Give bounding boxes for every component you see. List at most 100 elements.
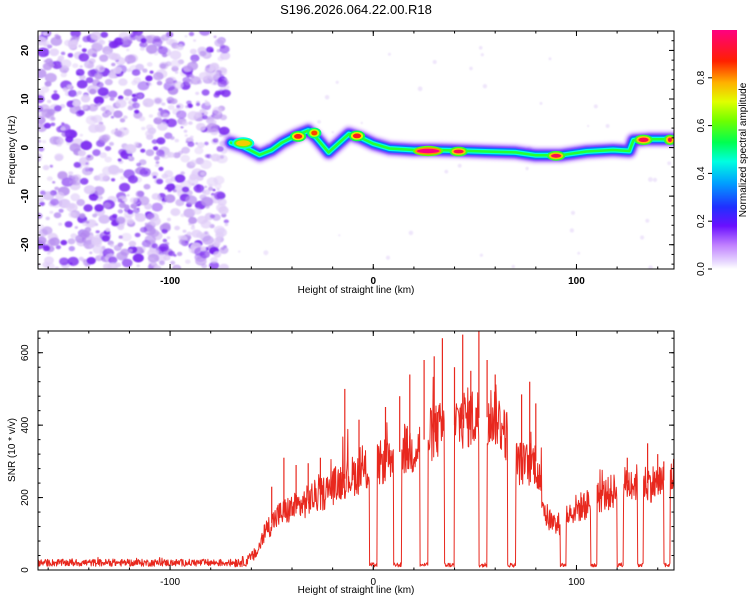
- noise-blob: [132, 253, 144, 263]
- noise-blob: [110, 115, 115, 119]
- noise-blob: [83, 185, 96, 195]
- noise-blob: [195, 122, 206, 131]
- noise-blob: [166, 183, 176, 191]
- snr-x-label: Height of straight line (km): [298, 585, 415, 596]
- noise-blobs: [38, 31, 671, 269]
- snr-marks: [38, 331, 674, 568]
- ridge-bands: [222, 120, 674, 174]
- noise-blob: [183, 208, 196, 218]
- noise-blob: [47, 108, 56, 116]
- noise-blob: [479, 253, 483, 257]
- noise-blob: [38, 143, 41, 147]
- noise-blob: [209, 214, 215, 219]
- noise-blob: [115, 128, 119, 131]
- colorbar: 0.0 0.2 0.4 0.6 0.8 Normalized spectral ampl…: [696, 30, 749, 276]
- noise-blob: [74, 226, 79, 229]
- noise-blob: [221, 247, 225, 251]
- noise-blob: [213, 35, 217, 39]
- noise-blob: [117, 95, 124, 100]
- noise-blob: [38, 68, 47, 79]
- noise-blob: [76, 199, 85, 206]
- noise-blob: [56, 138, 65, 145]
- noise-blob: [587, 124, 590, 128]
- noise-blob: [79, 133, 84, 137]
- noise-blob: [94, 204, 104, 212]
- noise-blob: [189, 135, 194, 139]
- noise-blob: [134, 212, 140, 217]
- y-tick-label: 400: [20, 416, 31, 433]
- noise-blob: [417, 86, 423, 92]
- noise-blob: [331, 131, 334, 134]
- noise-blob: [150, 217, 161, 226]
- noise-blob: [218, 126, 230, 136]
- noise-blob: [263, 250, 269, 256]
- noise-blob: [165, 118, 177, 128]
- noise-blob: [539, 101, 543, 105]
- noise-blob: [104, 78, 113, 86]
- noise-blob: [161, 154, 165, 158]
- noise-blob: [185, 259, 191, 264]
- noise-blob: [153, 72, 164, 81]
- noise-blob: [99, 66, 104, 71]
- noise-blob: [169, 136, 175, 140]
- ridge-peak: [453, 149, 464, 154]
- x-tick-label: -100: [160, 276, 180, 287]
- noise-blob: [123, 89, 133, 97]
- noise-blob: [108, 256, 118, 264]
- noise-blob: [324, 95, 330, 100]
- noise-blob: [68, 211, 77, 218]
- noise-blob: [98, 135, 110, 144]
- snr-axes: -100 0 100 0 200 400 600: [20, 331, 674, 588]
- noise-blob: [60, 239, 68, 246]
- noise-blob: [38, 155, 42, 161]
- noise-blob: [173, 152, 181, 159]
- noise-blob: [204, 141, 209, 146]
- noise-blob: [648, 265, 653, 269]
- noise-blob: [67, 41, 78, 49]
- noise-blob: [181, 186, 190, 193]
- noise-blob: [216, 188, 220, 191]
- noise-blob: [72, 63, 79, 69]
- noise-blob: [157, 122, 168, 131]
- noise-blob: [92, 114, 103, 124]
- noise-blob: [38, 47, 50, 58]
- noise-blob: [137, 93, 143, 99]
- noise-blob: [335, 80, 339, 84]
- noise-blob: [188, 216, 198, 225]
- noise-blob: [127, 175, 139, 184]
- noise-blob: [81, 48, 87, 53]
- noise-blob: [111, 178, 116, 182]
- noise-blob: [139, 41, 148, 48]
- noise-blob: [206, 177, 218, 187]
- noise-blob: [42, 191, 55, 201]
- noise-blob: [87, 48, 98, 57]
- noise-blob: [174, 138, 180, 143]
- noise-blob: [40, 86, 50, 93]
- noise-blob: [176, 104, 181, 109]
- noise-blob: [121, 36, 133, 45]
- noise-blob: [100, 106, 107, 112]
- ridge-band: [229, 129, 674, 157]
- noise-blob: [170, 260, 176, 265]
- noise-blob: [218, 134, 223, 137]
- noise-blob: [49, 164, 53, 168]
- colorbar-tick-label: 0.0: [696, 262, 707, 276]
- noise-blob: [52, 181, 56, 184]
- noise-blob: [78, 53, 90, 62]
- noise-blob: [109, 141, 114, 146]
- noise-blob: [104, 146, 112, 151]
- noise-blob: [213, 251, 222, 258]
- noise-blob: [60, 59, 72, 68]
- noise-blob: [159, 63, 167, 69]
- noise-blob: [108, 90, 118, 98]
- noise-blob: [90, 116, 96, 121]
- noise-blob: [38, 197, 44, 202]
- noise-blob: [132, 31, 143, 36]
- noise-blob: [188, 31, 195, 37]
- noise-blob: [156, 178, 164, 185]
- noise-blob: [117, 158, 122, 162]
- noise-blob: [67, 256, 79, 266]
- noise-blob: [45, 58, 53, 65]
- noise-blob: [44, 72, 57, 83]
